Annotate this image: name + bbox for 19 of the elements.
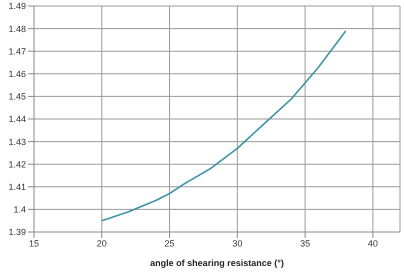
y-tick-label: 1.49 bbox=[8, 1, 26, 12]
y-tick-label: 1.4 bbox=[13, 204, 26, 215]
y-tick-label: 1.39 bbox=[8, 227, 26, 238]
x-axis-title: angle of shearing resistance (°) bbox=[150, 258, 284, 268]
y-tick-label: 1.41 bbox=[8, 182, 26, 192]
y-tick-label: 1.42 bbox=[8, 159, 26, 170]
x-tick-label: 15 bbox=[28, 238, 40, 248]
y-tick-label: 1.43 bbox=[8, 136, 26, 147]
line-series bbox=[100, 30, 347, 222]
y-tick-label: 1.48 bbox=[8, 24, 26, 34]
x-tick-label: 35 bbox=[300, 238, 310, 248]
y-tick-label: 1.44 bbox=[8, 114, 26, 124]
x-tick-label: 20 bbox=[96, 238, 107, 248]
y-tick-label: 1.47 bbox=[8, 46, 26, 56]
x-tick-label: 30 bbox=[232, 238, 242, 248]
y-tick-label: 1.46 bbox=[8, 68, 26, 79]
y-tick-label: 1.45 bbox=[8, 92, 26, 102]
x-tick-label: 25 bbox=[164, 238, 175, 248]
x-tick-label: 40 bbox=[368, 238, 378, 248]
